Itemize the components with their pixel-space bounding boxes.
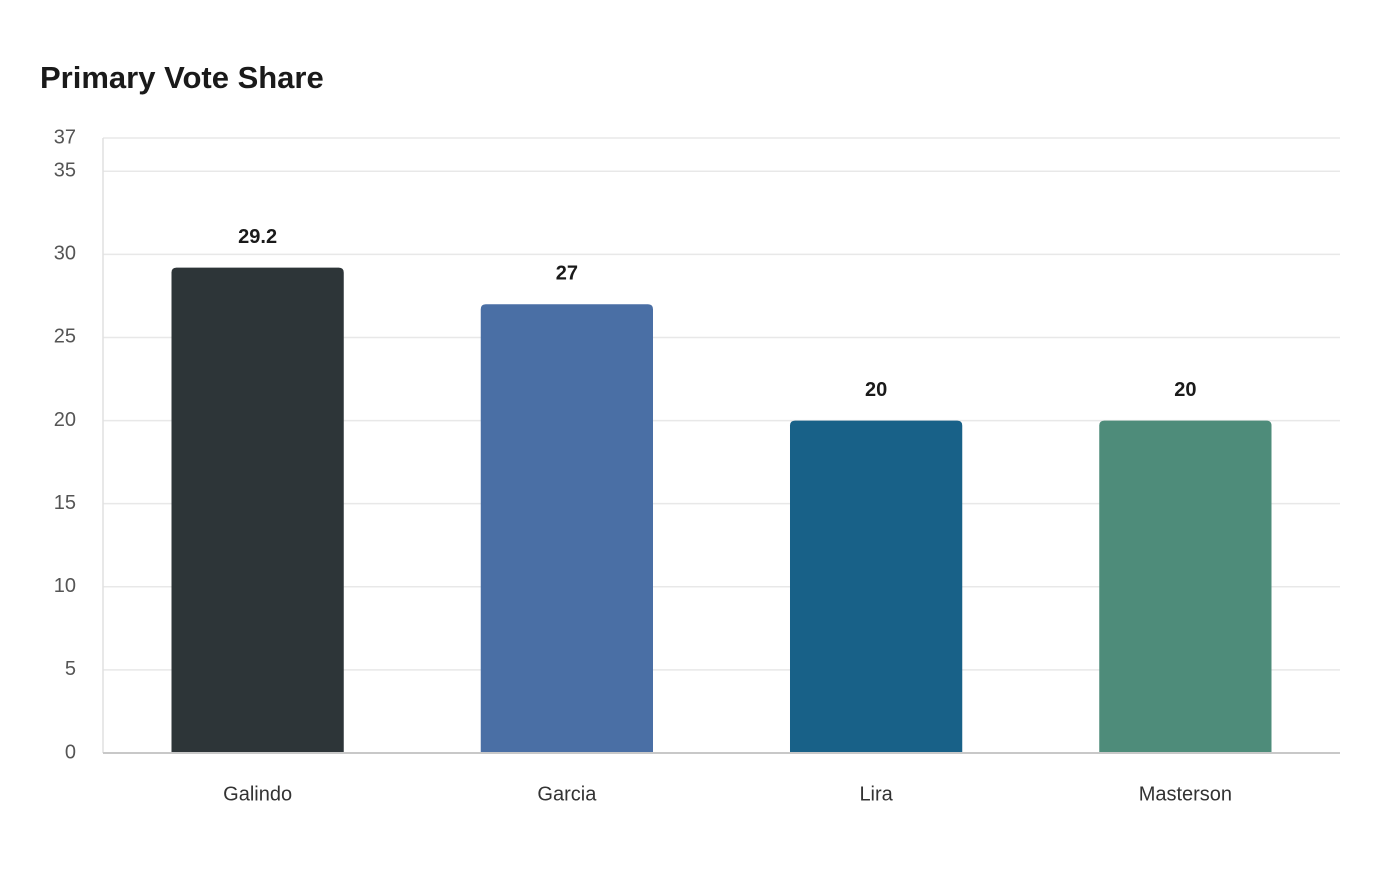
bar [480,304,654,753]
x-tick-label: Masterson [1139,783,1232,805]
x-tick-label: Lira [859,783,893,805]
bar [1099,420,1272,753]
x-tick-label: Galindo [223,783,292,805]
value-label: 20 [1174,379,1196,401]
value-label: 20 [865,379,887,401]
y-tick-label: 5 [65,658,76,680]
y-tick-label: 10 [54,575,76,597]
y-tick-label: 25 [54,326,76,348]
y-tick-label: 35 [54,160,76,182]
x-tick-label: Garcia [537,783,597,805]
y-tick-label: 20 [54,409,76,431]
y-tick-label: 37 [54,126,76,148]
value-label: 29.2 [238,226,277,248]
bar [171,267,344,753]
y-tick-label: 0 [65,741,76,763]
y-tick-label: 30 [54,243,76,265]
chart-title: Primary Vote Share [40,60,324,95]
bar [789,420,963,753]
y-tick-label: 15 [54,492,76,514]
value-label: 27 [556,262,578,284]
